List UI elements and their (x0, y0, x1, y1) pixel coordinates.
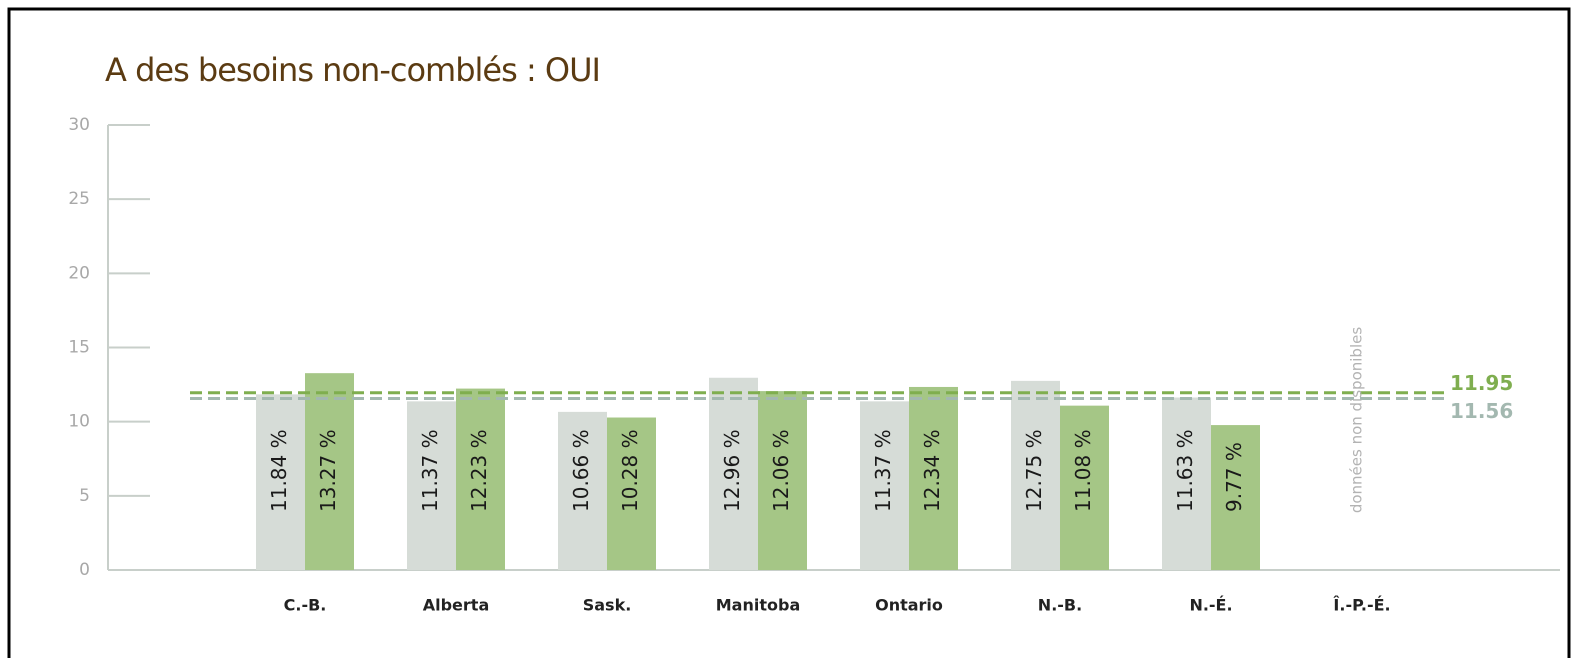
y-tick-label: 10 (68, 412, 90, 432)
value-label: 9.77 % (1222, 442, 1246, 512)
value-label: 11.37 % (418, 429, 442, 512)
reference-label: 11.95 (1450, 371, 1513, 395)
chart-title: A des besoins non-comblés : OUI (105, 51, 600, 89)
bar (1162, 397, 1211, 570)
value-label: 12.06 % (769, 429, 793, 512)
value-label: 12.34 % (920, 429, 944, 512)
value-label: 13.27 % (316, 429, 340, 512)
bar (1211, 425, 1260, 570)
value-label: 10.28 % (618, 429, 642, 512)
bar (305, 373, 354, 570)
x-tick-label: Alberta (423, 596, 490, 615)
reference-label: 11.56 (1450, 399, 1513, 423)
bar (456, 388, 505, 570)
x-tick-label: N.-B. (1038, 596, 1082, 615)
bar (860, 401, 909, 570)
y-tick-label: 5 (79, 486, 90, 506)
x-tick-label: C.-B. (284, 596, 327, 615)
value-label: 12.23 % (467, 429, 491, 512)
value-label: 11.08 % (1071, 429, 1095, 512)
y-tick-label: 0 (79, 560, 90, 580)
value-label: 11.37 % (871, 429, 895, 512)
bar (1060, 405, 1109, 570)
bar (909, 386, 958, 570)
x-tick-label: N.-É. (1189, 596, 1232, 615)
bar (256, 394, 305, 570)
y-tick-label: 25 (68, 189, 90, 209)
value-label: 11.84 % (267, 429, 291, 512)
bar (407, 401, 456, 570)
x-tick-label: Manitoba (716, 596, 800, 615)
value-label: 11.63 % (1173, 429, 1197, 512)
x-tick-label: Sask. (583, 596, 632, 615)
x-tick-label: Ontario (875, 596, 943, 615)
value-label: 12.75 % (1022, 429, 1046, 512)
bar (1011, 380, 1060, 570)
y-tick-label: 30 (68, 115, 90, 135)
x-tick-label: Î.-P.-É. (1333, 596, 1390, 615)
bar (607, 417, 656, 570)
value-label: 10.66 % (569, 429, 593, 512)
value-label: 12.96 % (720, 429, 744, 512)
bar (758, 391, 807, 570)
bar (558, 411, 607, 570)
annotation: données non disponibles (1348, 327, 1366, 514)
bar (709, 377, 758, 570)
y-tick-label: 20 (68, 263, 90, 283)
y-tick-label: 15 (68, 338, 90, 358)
